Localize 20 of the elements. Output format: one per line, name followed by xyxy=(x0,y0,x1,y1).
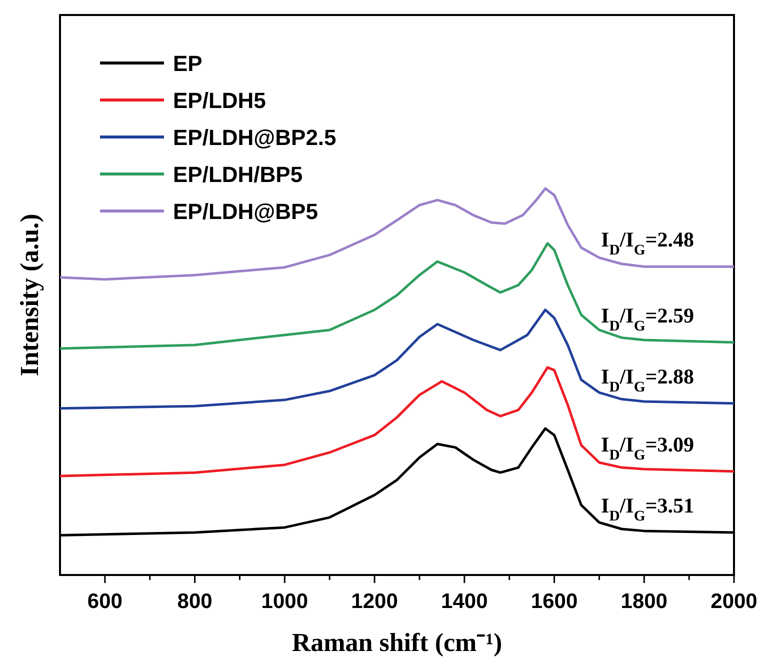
x-tick-label: 600 xyxy=(87,590,122,613)
x-tick-label: 1200 xyxy=(351,590,398,613)
x-tick-label: 1600 xyxy=(530,590,578,613)
legend-label: EP/LDH5 xyxy=(173,88,266,113)
annotation: I$_{D}$/I$_{G}$=3.51 xyxy=(601,493,694,524)
x-tick-label: 1000 xyxy=(261,590,308,613)
x-axis-title: Raman shift (cm⁻¹) xyxy=(292,628,502,657)
annotation: I$_{D}$/I$_{G}$=2.88 xyxy=(601,364,694,396)
y-axis-title: Intensity (a.u.) xyxy=(15,214,44,376)
annotation: I$_{D}$/I$_{G}$=2.48 xyxy=(601,228,694,259)
annotation: I$_{D}$/I$_{G}$=3.09 xyxy=(601,432,694,464)
annotation: I$_{D}$/I$_{G}$=2.59 xyxy=(601,303,694,334)
x-tick-label: 800 xyxy=(177,590,212,613)
legend-label: EP/LDH@BP2.5 xyxy=(173,125,336,150)
legend-label: EP xyxy=(173,51,202,76)
x-tick-label: 1800 xyxy=(620,590,668,613)
legend-label: EP/LDH@BP5 xyxy=(173,199,318,224)
x-tick-label: 1400 xyxy=(441,590,488,613)
x-tick-label: 2000 xyxy=(710,590,758,613)
legend-label: EP/LDH/BP5 xyxy=(173,162,303,187)
